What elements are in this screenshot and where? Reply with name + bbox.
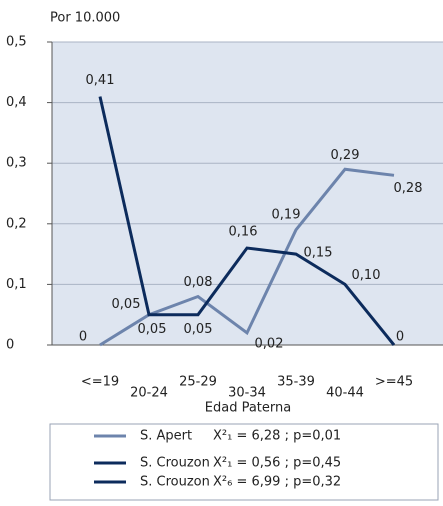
- x-tick-label: >=45: [375, 375, 413, 390]
- value-label: 0,02: [255, 336, 284, 351]
- y-tick-label: 0: [6, 338, 14, 353]
- y-axis-title: Por 10.000: [50, 11, 120, 26]
- value-label: 0,05: [184, 322, 213, 337]
- x-tick-label: 20-24: [130, 386, 168, 401]
- legend-label: S. Crouzon: [140, 456, 210, 471]
- y-tick-label: 0,1: [6, 277, 27, 292]
- legend-label: S. Apert: [140, 429, 192, 444]
- legend-stat: X²₁ = 0,56 ; p=0,45: [213, 456, 341, 471]
- x-tick-label: 35-39: [277, 375, 315, 390]
- legend-label: S. Crouzon: [140, 475, 210, 490]
- x-tick-label: <=19: [81, 375, 119, 390]
- y-tick-label: 0,2: [6, 216, 27, 231]
- value-label: 0,41: [86, 73, 115, 88]
- value-label: 0,10: [352, 268, 381, 283]
- value-label: 0,08: [184, 275, 213, 290]
- x-axis-title: Edad Paterna: [205, 401, 291, 416]
- legend-stat: X²₆ = 6,99 ; p=0,32: [213, 475, 341, 490]
- x-tick-label: 25-29: [179, 375, 217, 390]
- value-label: 0,05: [138, 322, 167, 337]
- value-label: 0: [79, 330, 87, 345]
- value-label: 0,29: [331, 148, 360, 163]
- value-label: 0,05: [112, 297, 141, 312]
- y-tick-label: 0,4: [6, 95, 27, 110]
- y-tick-label: 0,3: [6, 156, 27, 171]
- y-tick-label: 0,5: [6, 35, 27, 50]
- value-label: 0,15: [304, 246, 333, 261]
- x-tick-label: 40-44: [326, 386, 364, 401]
- plot-area: [52, 42, 443, 345]
- value-label: 0,16: [229, 225, 258, 240]
- x-tick-label: 30-34: [228, 386, 266, 401]
- legend-stat: X²₁ = 6,28 ; p=0,01: [213, 429, 341, 444]
- value-label: 0,28: [394, 181, 423, 196]
- value-label: 0: [396, 330, 404, 345]
- value-label: 0,19: [272, 207, 301, 222]
- series-line: [98, 96, 396, 346]
